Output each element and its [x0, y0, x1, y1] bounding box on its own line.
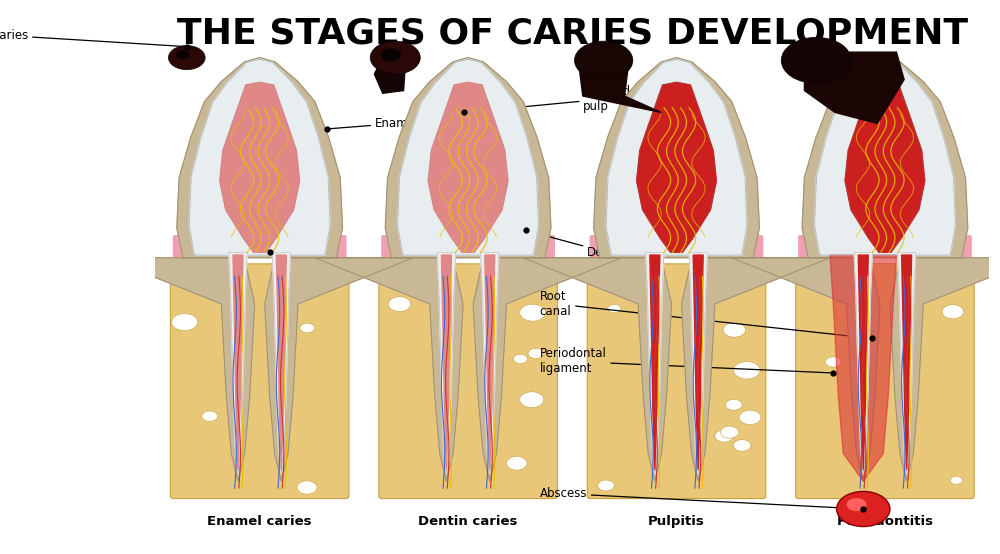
- Circle shape: [734, 362, 760, 379]
- Polygon shape: [398, 59, 539, 255]
- Polygon shape: [523, 258, 672, 481]
- Text: Periodontitis: Periodontitis: [836, 515, 933, 527]
- Circle shape: [388, 297, 411, 311]
- Circle shape: [608, 304, 621, 313]
- Text: Enamel caries: Enamel caries: [207, 515, 312, 527]
- Polygon shape: [233, 255, 243, 470]
- Circle shape: [720, 426, 739, 438]
- Circle shape: [297, 481, 317, 494]
- Polygon shape: [732, 258, 880, 481]
- FancyBboxPatch shape: [798, 235, 830, 278]
- Circle shape: [574, 41, 633, 80]
- Polygon shape: [830, 255, 897, 481]
- Circle shape: [513, 355, 527, 363]
- FancyBboxPatch shape: [381, 235, 413, 278]
- Text: Dentin: Dentin: [527, 231, 626, 259]
- Circle shape: [739, 410, 761, 424]
- Circle shape: [715, 430, 733, 442]
- Circle shape: [837, 491, 890, 526]
- Circle shape: [202, 411, 218, 422]
- FancyBboxPatch shape: [732, 235, 763, 278]
- Polygon shape: [606, 59, 747, 255]
- Polygon shape: [804, 52, 904, 124]
- Polygon shape: [897, 252, 916, 474]
- Circle shape: [520, 304, 546, 321]
- FancyBboxPatch shape: [170, 264, 349, 499]
- Polygon shape: [594, 58, 759, 258]
- Circle shape: [726, 399, 742, 410]
- Circle shape: [935, 286, 949, 295]
- FancyBboxPatch shape: [173, 235, 204, 278]
- Polygon shape: [689, 252, 707, 474]
- Polygon shape: [637, 83, 716, 252]
- Circle shape: [406, 281, 426, 294]
- Polygon shape: [177, 58, 343, 258]
- Circle shape: [176, 50, 189, 59]
- Text: Enamel: Enamel: [329, 117, 419, 130]
- Circle shape: [942, 305, 964, 319]
- FancyBboxPatch shape: [587, 264, 766, 499]
- Polygon shape: [220, 83, 300, 252]
- Polygon shape: [265, 258, 413, 481]
- Text: Caries: Caries: [0, 29, 185, 47]
- Polygon shape: [106, 258, 255, 481]
- Polygon shape: [437, 252, 456, 474]
- Circle shape: [781, 37, 851, 84]
- Text: Pulpitis: Pulpitis: [648, 515, 705, 527]
- Circle shape: [733, 440, 751, 452]
- Circle shape: [528, 348, 544, 358]
- Polygon shape: [485, 255, 495, 470]
- Polygon shape: [693, 255, 703, 470]
- Text: Root
canal: Root canal: [540, 290, 870, 338]
- Text: Periodontal
ligament: Periodontal ligament: [540, 347, 832, 376]
- Polygon shape: [854, 252, 872, 474]
- Circle shape: [370, 41, 420, 74]
- Polygon shape: [682, 258, 830, 481]
- Polygon shape: [890, 258, 1000, 481]
- Text: Pulp: Pulp: [271, 253, 400, 286]
- Polygon shape: [481, 252, 499, 474]
- Circle shape: [300, 323, 315, 333]
- FancyBboxPatch shape: [379, 264, 557, 499]
- Polygon shape: [815, 59, 955, 255]
- Circle shape: [847, 498, 867, 511]
- Circle shape: [825, 357, 841, 367]
- Polygon shape: [845, 83, 925, 252]
- Polygon shape: [473, 258, 621, 481]
- Polygon shape: [272, 252, 291, 474]
- Text: Dentin caries: Dentin caries: [418, 515, 518, 527]
- Text: Abscess: Abscess: [540, 487, 862, 509]
- Polygon shape: [441, 255, 451, 470]
- Polygon shape: [802, 58, 968, 258]
- FancyBboxPatch shape: [523, 235, 555, 278]
- Polygon shape: [229, 252, 247, 474]
- FancyBboxPatch shape: [796, 264, 974, 499]
- Polygon shape: [650, 255, 660, 470]
- Text: THE STAGES OF CARIES DEVELOPMENT: THE STAGES OF CARIES DEVELOPMENT: [177, 17, 968, 50]
- Polygon shape: [428, 83, 508, 252]
- FancyBboxPatch shape: [590, 235, 621, 278]
- Circle shape: [172, 314, 198, 331]
- Polygon shape: [579, 63, 661, 112]
- Text: Infected
pulp: Infected pulp: [465, 85, 631, 113]
- Polygon shape: [646, 252, 664, 474]
- Circle shape: [313, 268, 335, 282]
- Polygon shape: [858, 255, 868, 470]
- Circle shape: [381, 48, 401, 61]
- Circle shape: [723, 322, 746, 337]
- Circle shape: [520, 392, 544, 408]
- Polygon shape: [315, 258, 463, 481]
- Polygon shape: [189, 59, 330, 255]
- Polygon shape: [902, 255, 912, 470]
- Circle shape: [950, 476, 962, 484]
- FancyBboxPatch shape: [940, 235, 972, 278]
- Polygon shape: [276, 255, 286, 470]
- Polygon shape: [385, 58, 551, 258]
- Circle shape: [506, 456, 527, 470]
- Circle shape: [168, 45, 205, 70]
- Circle shape: [598, 480, 614, 491]
- Polygon shape: [374, 66, 405, 93]
- FancyBboxPatch shape: [315, 235, 347, 278]
